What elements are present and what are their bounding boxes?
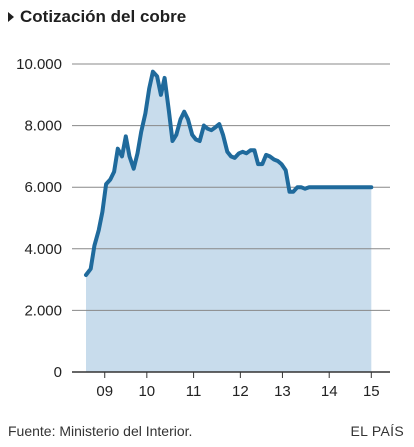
x-tick-label: 11 <box>186 383 202 400</box>
chart-title-row: Cotización del cobre <box>8 7 186 27</box>
y-tick-label: 6.000 <box>24 179 62 196</box>
y-tick-label: 8.000 <box>24 118 62 135</box>
title-marker-icon <box>8 12 14 22</box>
area-layer <box>86 71 372 372</box>
x-tick-label: 10 <box>138 383 155 400</box>
series-line <box>84 69 374 277</box>
series-area <box>86 71 372 372</box>
y-tick-label: 2.000 <box>24 302 62 319</box>
x-tick-label: 09 <box>96 383 113 400</box>
source-note: Fuente: Ministerio del Interior. <box>8 423 193 439</box>
x-tick-label: 13 <box>274 383 291 400</box>
x-tick-label: 12 <box>232 383 249 400</box>
y-tick-label: 10.000 <box>16 56 62 73</box>
y-tick-labels: 0 2.000 4.000 6.000 8.000 10.000 <box>16 56 62 381</box>
x-tick-label: 14 <box>321 383 338 400</box>
x-tick-labels: 09 10 11 12 13 14 15 <box>96 372 380 400</box>
grid-lines <box>72 63 390 311</box>
brand-label: EL PAÍS <box>350 423 404 439</box>
axis-layer <box>72 69 390 373</box>
y-tick-label: 4.000 <box>24 241 62 258</box>
chart-title: Cotización del cobre <box>20 7 187 26</box>
x-tick-label: 15 <box>363 383 380 400</box>
y-tick-label: 0 <box>54 364 62 381</box>
